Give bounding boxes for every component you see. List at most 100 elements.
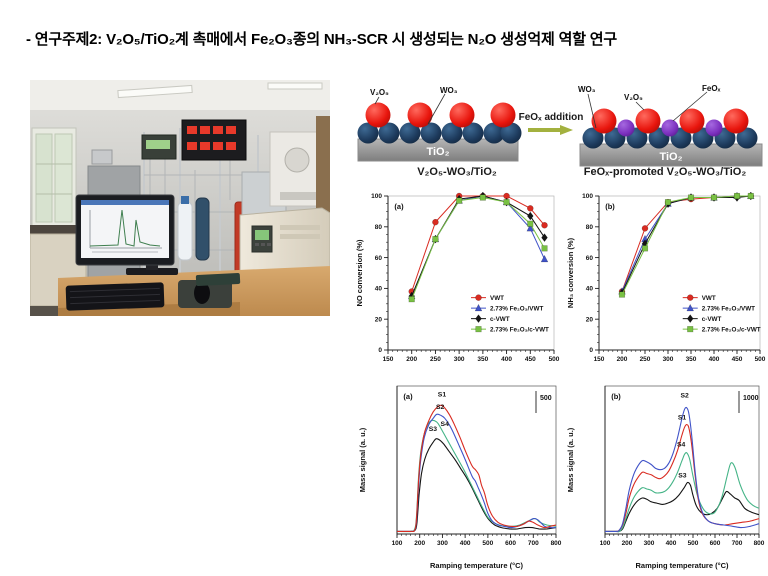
svg-text:200: 200 bbox=[617, 356, 628, 363]
monitor-stand bbox=[126, 268, 178, 275]
svg-text:100: 100 bbox=[582, 193, 593, 200]
svg-text:100: 100 bbox=[371, 193, 382, 200]
svg-text:Mass signal (a. u.): Mass signal (a. u.) bbox=[358, 427, 367, 492]
svg-text:700: 700 bbox=[732, 540, 743, 547]
substrate-bar bbox=[579, 143, 763, 167]
svg-text:300: 300 bbox=[644, 540, 655, 547]
svg-text:500: 500 bbox=[482, 540, 493, 547]
svg-text:2.73% Fe₂O₃/c-VWT: 2.73% Fe₂O₃/c-VWT bbox=[490, 326, 549, 333]
svg-text:60: 60 bbox=[375, 255, 383, 262]
svg-text:100: 100 bbox=[392, 540, 403, 547]
page-title: - 연구주제2: V₂O₅/TiO₂계 촉매에서 Fe₂O₃종의 NH₃-SCR… bbox=[26, 31, 617, 48]
mass-signal-chart-a: 100 200 300 400 500 600 700 800 Mass signal (a. … bbox=[358, 385, 562, 570]
svg-text:2.73% Fe₂O₃/VWT: 2.73% Fe₂O₃/VWT bbox=[490, 305, 543, 312]
svg-text:600: 600 bbox=[505, 540, 516, 547]
svg-text:40: 40 bbox=[586, 286, 594, 293]
svg-text:0: 0 bbox=[378, 347, 382, 354]
svg-text:400: 400 bbox=[709, 356, 720, 363]
svg-text:300: 300 bbox=[663, 356, 674, 363]
svg-text:c-VWT: c-VWT bbox=[702, 316, 722, 323]
substrate-label: TiO₂ bbox=[426, 146, 449, 158]
mass-signal-chart-b: 100 200 300 400 500 600 700 800 Mass signal (a. … bbox=[566, 385, 765, 570]
gas-cylinder-navy bbox=[195, 197, 210, 261]
svg-text:20: 20 bbox=[375, 316, 383, 323]
svg-text:2.73% Fe₂O₃/VWT: 2.73% Fe₂O₃/VWT bbox=[702, 305, 755, 312]
svg-text:150: 150 bbox=[594, 356, 605, 363]
svg-text:80: 80 bbox=[375, 224, 383, 231]
ceiling-light bbox=[267, 82, 323, 90]
gas-cylinder-white bbox=[177, 201, 193, 261]
red-digits bbox=[187, 126, 236, 150]
wo3-label: WO₃ bbox=[440, 86, 458, 95]
svg-text:200: 200 bbox=[406, 356, 417, 363]
feox-addition-label: FeOₓ addition bbox=[518, 112, 584, 123]
feox-label: FeOₓ bbox=[702, 84, 721, 93]
notebook bbox=[195, 272, 241, 287]
svg-text:800: 800 bbox=[754, 540, 765, 547]
feox-spheres bbox=[617, 119, 723, 137]
left-catalyst-caption: V₂O₅-WO₃/TiO₂ bbox=[417, 166, 497, 178]
svg-text:S3: S3 bbox=[678, 472, 687, 479]
svg-text:450: 450 bbox=[732, 356, 743, 363]
svg-text:80: 80 bbox=[586, 224, 594, 231]
svg-text:NO conversion (%): NO conversion (%) bbox=[355, 239, 364, 307]
svg-text:700: 700 bbox=[528, 540, 539, 547]
no-conversion-chart: 150 200 250 300 350 400 450 500 0 20 40 60 80 100 NO c… bbox=[355, 191, 560, 363]
v2o5-spheres bbox=[591, 108, 749, 134]
svg-text:350: 350 bbox=[686, 356, 697, 363]
catalyst-schematic-left: V₂O₅ WO₃ TiO₂ bbox=[357, 86, 522, 162]
svg-text:100: 100 bbox=[600, 540, 611, 547]
lab-photo: HPR20 bbox=[30, 80, 330, 316]
svg-text:600: 600 bbox=[710, 540, 721, 547]
svg-text:(b): (b) bbox=[605, 202, 615, 211]
svg-text:20: 20 bbox=[586, 316, 594, 323]
svg-text:150: 150 bbox=[383, 356, 394, 363]
svg-text:VWT: VWT bbox=[490, 295, 504, 302]
svg-text:S2: S2 bbox=[436, 404, 445, 411]
right-arrow-icon bbox=[528, 125, 573, 135]
wo3-spheres bbox=[357, 122, 522, 144]
monitor-screen bbox=[81, 200, 169, 258]
svg-text:200: 200 bbox=[622, 540, 633, 547]
svg-text:S1: S1 bbox=[678, 414, 687, 421]
right-catalyst-caption: FeOₓ-promoted V₂O₅-WO₃/TiO₂ bbox=[583, 166, 747, 178]
svg-text:400: 400 bbox=[501, 356, 512, 363]
wo3-label: WO₃ bbox=[578, 85, 596, 94]
instrument-buttons bbox=[255, 243, 271, 246]
svg-text:VWT: VWT bbox=[702, 295, 716, 302]
svg-text:300: 300 bbox=[437, 540, 448, 547]
instrument-screen bbox=[255, 230, 269, 240]
svg-text:250: 250 bbox=[430, 356, 441, 363]
svg-text:500: 500 bbox=[688, 540, 699, 547]
svg-text:350: 350 bbox=[477, 356, 488, 363]
catalyst-schematic-right: WO₃ V₂O₅ FeOₓ TiO₂ bbox=[578, 84, 763, 167]
screen-chart bbox=[89, 209, 162, 253]
ceiling-light bbox=[117, 84, 193, 99]
svg-text:0: 0 bbox=[589, 347, 593, 354]
svg-text:S1: S1 bbox=[438, 391, 447, 398]
v2o5-spheres bbox=[365, 102, 516, 128]
svg-text:500: 500 bbox=[755, 356, 766, 363]
svg-text:450: 450 bbox=[525, 356, 536, 363]
keyboard-keys bbox=[69, 287, 161, 305]
nh3-conversion-chart: 150 200 250 300 350 400 450 500 0 20 40 60 80 100 NH₃ … bbox=[566, 191, 766, 363]
svg-text:Mass signal (a. u.): Mass signal (a. u.) bbox=[566, 427, 575, 492]
svg-text:40: 40 bbox=[375, 286, 383, 293]
svg-text:60: 60 bbox=[586, 255, 594, 262]
svg-text:500: 500 bbox=[549, 356, 560, 363]
svg-text:(b): (b) bbox=[611, 392, 621, 401]
v2o5-label: V₂O₅ bbox=[370, 88, 389, 97]
svg-text:(a): (a) bbox=[403, 392, 413, 401]
svg-text:200: 200 bbox=[414, 540, 425, 547]
svg-text:300: 300 bbox=[454, 356, 465, 363]
wo3-spheres bbox=[582, 127, 758, 149]
svg-text:500: 500 bbox=[540, 395, 552, 402]
svg-text:800: 800 bbox=[551, 540, 562, 547]
counter-top bbox=[30, 225, 90, 234]
feox-addition-annotation: FeOₓ addition bbox=[510, 112, 592, 141]
svg-text:Ramping temperature (°C): Ramping temperature (°C) bbox=[635, 561, 729, 570]
svg-text:(a): (a) bbox=[394, 202, 404, 211]
svg-text:400: 400 bbox=[460, 540, 471, 547]
svg-text:c-VWT: c-VWT bbox=[490, 316, 510, 323]
svg-text:400: 400 bbox=[666, 540, 677, 547]
